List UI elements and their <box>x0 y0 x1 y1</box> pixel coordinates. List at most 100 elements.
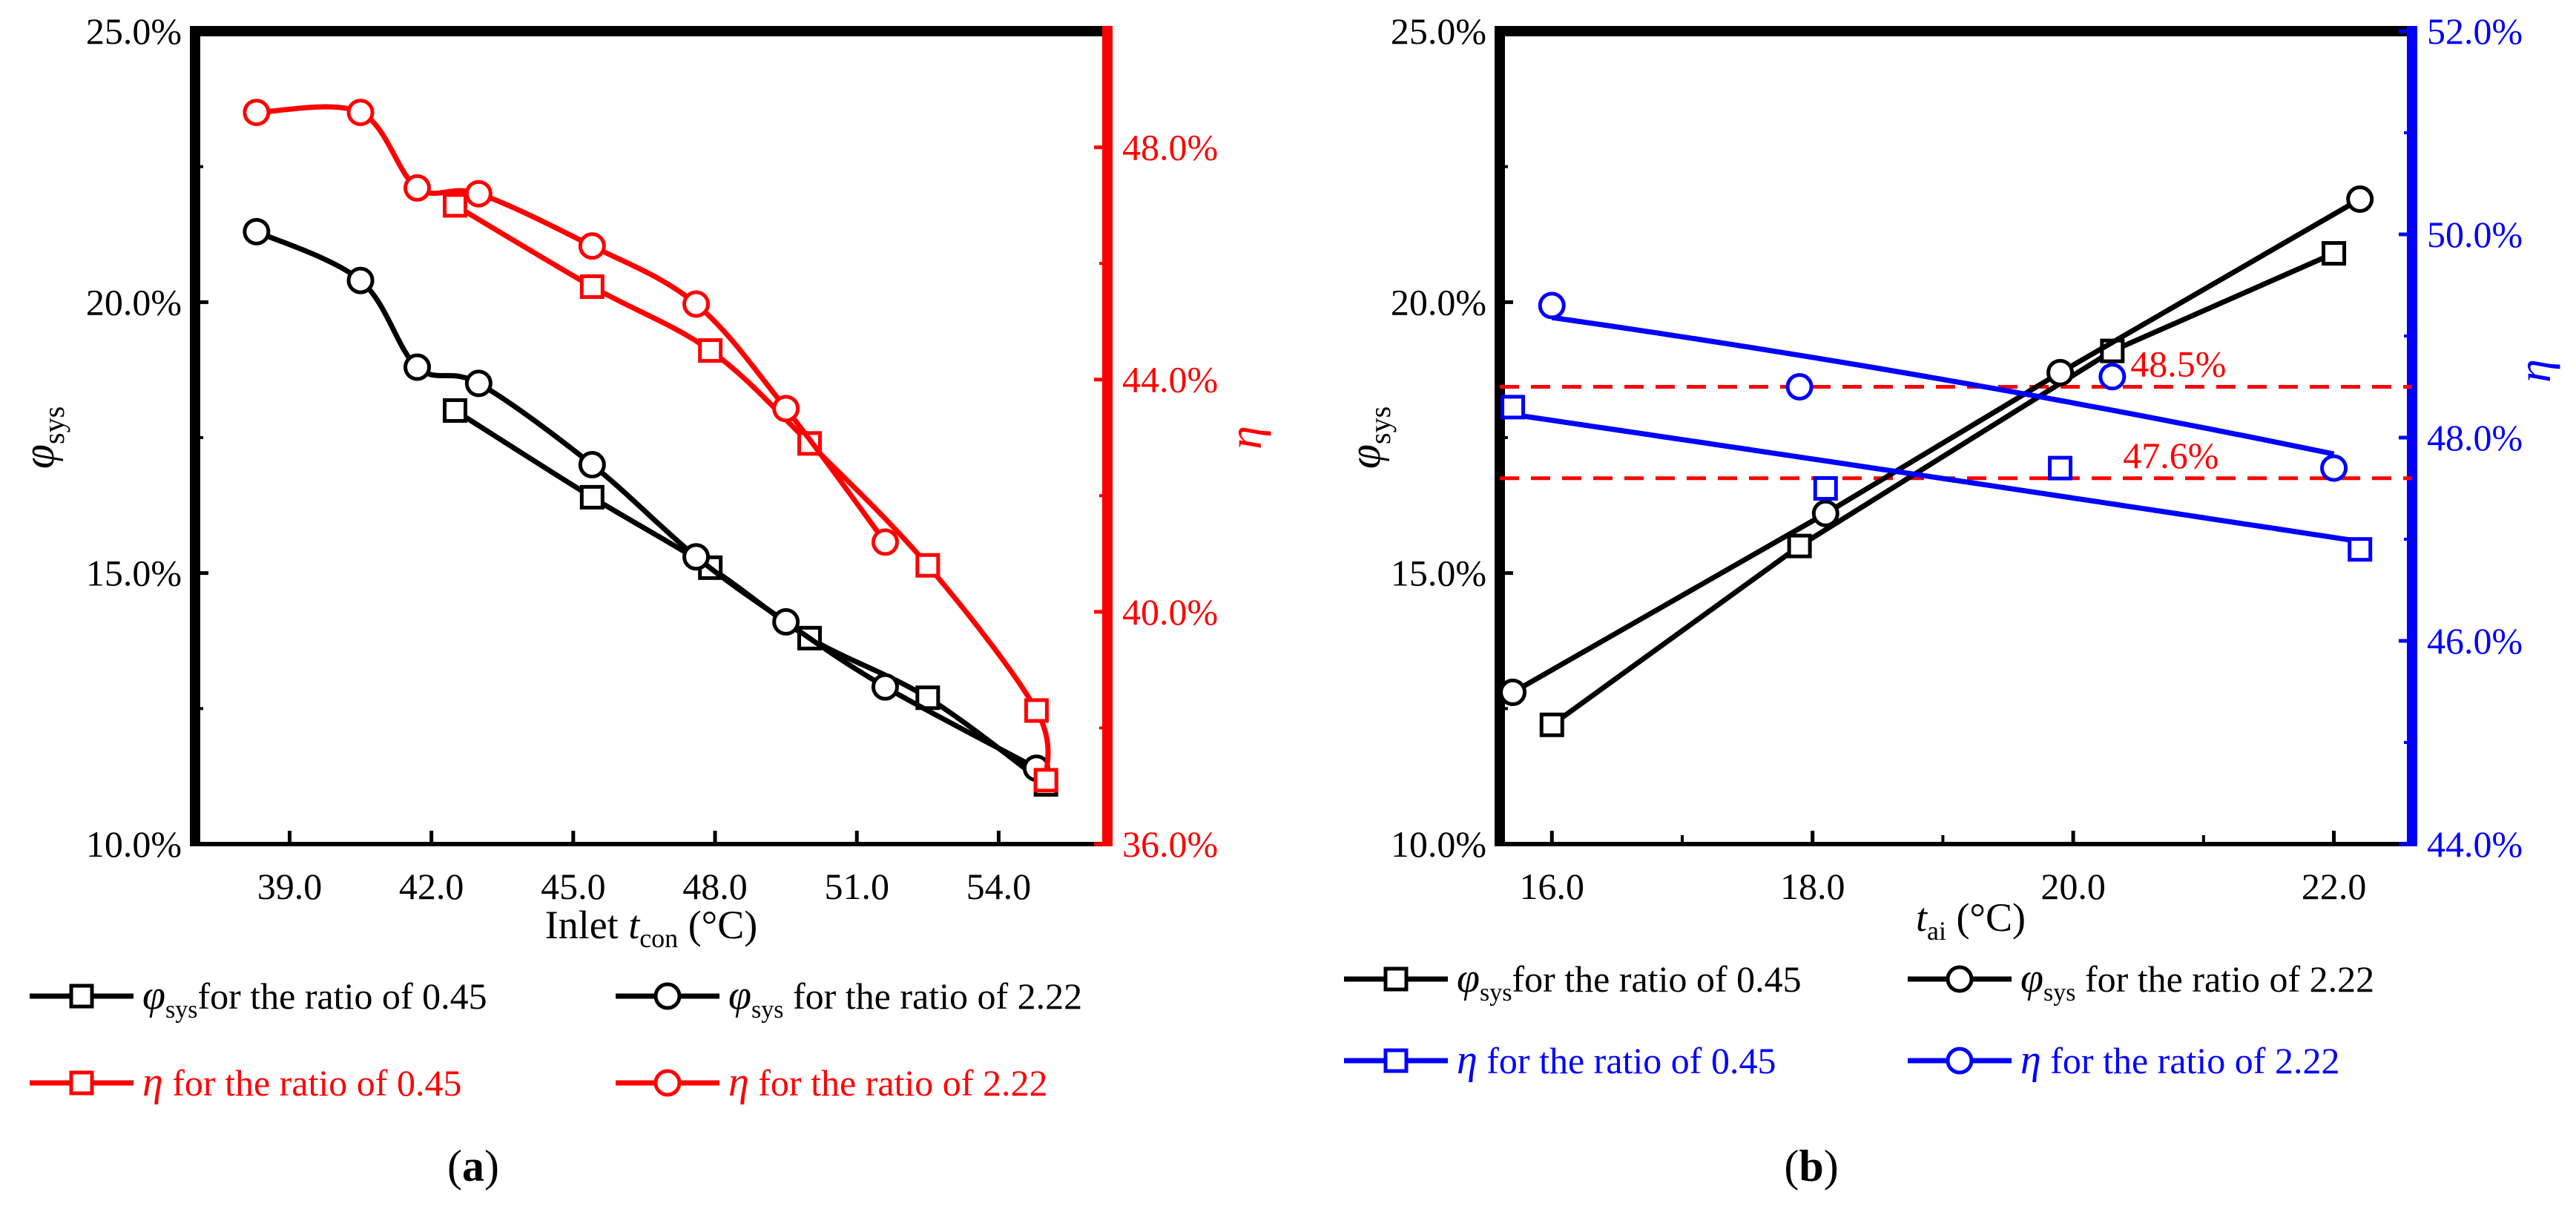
data-point <box>1813 476 1838 501</box>
data-point <box>464 179 493 208</box>
data-point <box>682 543 711 571</box>
series-line <box>1550 251 2336 728</box>
panel-label: (b) <box>1784 1142 1838 1190</box>
chart-panel-b: 16.0 18.0 20.0 22.0 10.0% 15.0% 20.0% 25.0% 44.0… <box>1340 10 2560 1190</box>
right-y-axis-label: η <box>2508 359 2560 383</box>
right-y-tick-label: 44.0% <box>1122 359 1218 401</box>
right-y-tick-label: 48.0% <box>1122 127 1218 168</box>
left-y-tick-label: 10.0% <box>86 823 182 865</box>
series-2 <box>243 217 1050 783</box>
chart-panel-a: 39.0 42.0 45.0 48.0 51.0 54.0 10.0% 15.0% 20.0% 2… <box>14 10 1271 1190</box>
legend-label: η for the ratio of 0.45 <box>142 1059 461 1105</box>
data-point <box>443 193 468 218</box>
legend-marker <box>653 1069 682 1097</box>
data-point <box>243 217 271 246</box>
left-y-axis-label: φsys <box>1340 406 1397 469</box>
legend-entry: η for the ratio of 0.45 <box>30 1059 461 1105</box>
data-point <box>2046 358 2075 386</box>
panel-label: (a) <box>447 1142 499 1190</box>
data-point <box>1024 698 1049 723</box>
left-y-tick-label: 20.0% <box>1391 281 1486 323</box>
data-point <box>443 398 468 423</box>
data-point <box>2098 363 2127 391</box>
reference-line-label: 47.6% <box>2123 435 2218 476</box>
legend-entry: η for the ratio of 0.45 <box>1344 1037 1776 1083</box>
right-y-tick-label: 46.0% <box>2427 620 2523 662</box>
legend-entry: φsys for the ratio of 2.22 <box>1908 955 2374 1007</box>
left-y-tick-label: 10.0% <box>1391 823 1486 865</box>
right-y-tick-label: 44.0% <box>2427 823 2523 865</box>
x-axis-label: Inlet tcon (°C) <box>545 903 758 953</box>
series-4 <box>243 99 899 556</box>
legend-label: η for the ratio of 2.22 <box>728 1059 1047 1105</box>
right-y-tick-label: 36.0% <box>1122 823 1218 865</box>
data-point <box>1538 291 1566 320</box>
data-point <box>1787 533 1812 559</box>
series-4 <box>1538 291 2348 482</box>
left-y-tick-label: 20.0% <box>86 281 182 323</box>
data-point <box>698 338 723 363</box>
data-point <box>1499 678 1527 706</box>
legend-entry: η for the ratio of 2.22 <box>616 1059 1047 1105</box>
legend-marker <box>1946 1047 1974 1075</box>
legend-entry: η for the ratio of 2.22 <box>1908 1037 2339 1083</box>
x-tick-label: 22.0 <box>2302 866 2367 907</box>
left-y-axis-label: φsys <box>14 406 70 469</box>
series-line <box>256 104 888 544</box>
x-tick-label: 51.0 <box>824 866 889 907</box>
data-point <box>243 99 271 127</box>
legend-label: φsys for the ratio of 2.22 <box>2020 955 2374 1007</box>
series-line <box>1512 412 2361 544</box>
x-axis-label: tai (°C) <box>1916 895 2026 946</box>
legend-marker <box>1383 1048 1409 1073</box>
series-1 <box>1539 241 2347 737</box>
left-y-tick-label: 15.0% <box>1391 553 1486 594</box>
series-2 <box>1499 185 2374 706</box>
x-tick-label: 16.0 <box>1520 866 1585 907</box>
data-point <box>578 232 606 260</box>
right-y-axis-label: η <box>1219 426 1271 449</box>
data-point <box>1501 395 1526 420</box>
reference-line-label: 48.5% <box>2130 343 2226 385</box>
data-point <box>2346 185 2374 214</box>
legend-marker <box>69 984 94 1009</box>
data-point <box>346 99 375 127</box>
left-y-tick-label: 25.0% <box>86 10 182 52</box>
legend-marker <box>653 982 682 1010</box>
series-3 <box>1501 395 2373 562</box>
right-y-tick-label: 52.0% <box>2427 10 2523 52</box>
x-tick-label: 20.0 <box>2040 866 2106 907</box>
legend-label: η for the ratio of 0.45 <box>1457 1037 1776 1083</box>
series-line <box>1511 197 2362 695</box>
series-3 <box>443 193 1058 793</box>
data-point <box>403 353 432 381</box>
data-point <box>579 274 605 299</box>
data-point <box>1785 373 1814 401</box>
x-tick-label: 54.0 <box>966 866 1032 907</box>
legend-label: φsysfor the ratio of 0.45 <box>1457 955 1802 1007</box>
x-tick-label: 48.0 <box>682 866 748 907</box>
legend-label: φsysfor the ratio of 0.45 <box>142 972 487 1024</box>
data-point <box>772 395 800 423</box>
series-line <box>453 202 1051 781</box>
data-point <box>2322 241 2347 266</box>
data-point <box>1033 768 1058 793</box>
data-point <box>346 266 375 294</box>
x-tick-label: 18.0 <box>1780 866 1845 907</box>
right-y-tick-label: 50.0% <box>2427 214 2523 255</box>
x-tick-label: 42.0 <box>399 866 464 907</box>
data-point <box>772 607 800 636</box>
x-tick-label: 45.0 <box>541 866 606 907</box>
x-tick-label: 39.0 <box>257 866 323 907</box>
data-point <box>464 369 493 398</box>
legend-marker <box>69 1070 94 1096</box>
legend-entry: φsys for the ratio of 2.22 <box>616 972 1082 1024</box>
data-point <box>403 174 432 202</box>
left-y-tick-label: 25.0% <box>1391 10 1486 52</box>
series-line <box>255 229 1038 771</box>
data-point <box>915 553 941 578</box>
data-point <box>871 673 899 701</box>
legend-label: η for the ratio of 2.22 <box>2020 1037 2339 1083</box>
left-y-tick-label: 15.0% <box>86 553 182 594</box>
